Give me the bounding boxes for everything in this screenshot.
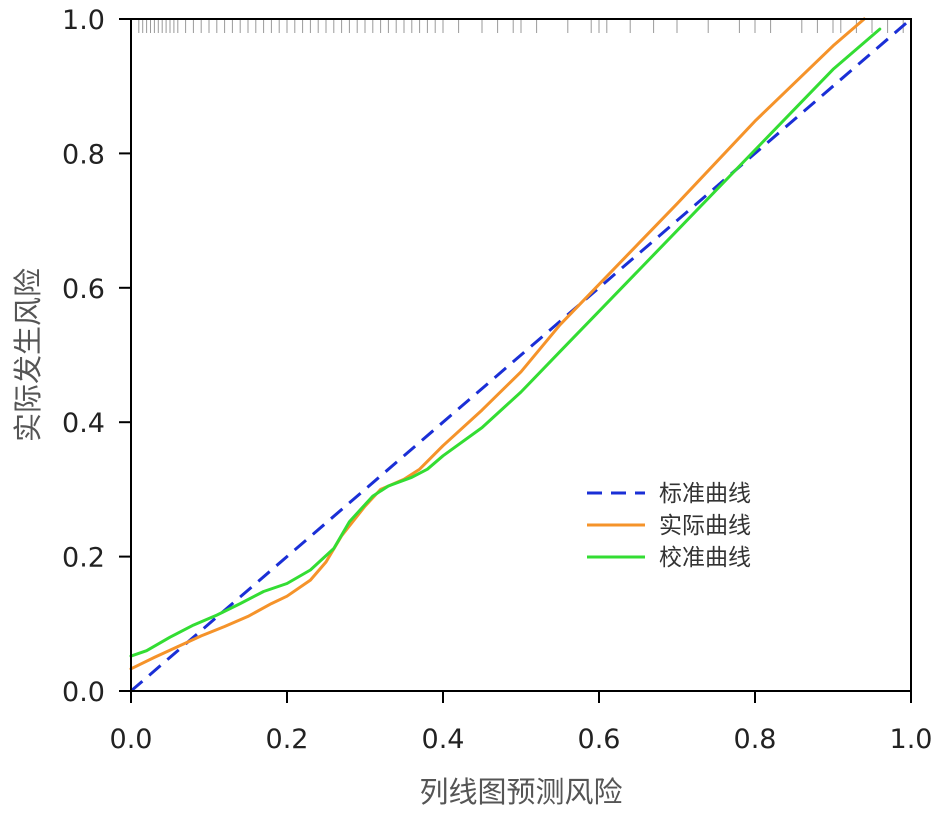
x-tick-label: 1.0	[890, 724, 933, 755]
x-axis-ticks: 0.0 0.2 0.4 0.6 0.8 1.0	[110, 691, 933, 755]
series-line-2	[129, 17, 866, 671]
y-tick-label: 0.2	[62, 543, 105, 574]
series-line-1	[130, 17, 912, 693]
y-tick-label: 1.0	[62, 5, 105, 36]
x-tick-label: 0.2	[266, 724, 309, 755]
y-tick-label: 0.8	[62, 139, 105, 170]
series-lines	[129, 17, 912, 693]
y-axis-ticks: 0.0 0.2 0.4 0.6 0.8 1.0	[62, 5, 131, 708]
y-tick-label: 0.4	[62, 408, 105, 439]
rug-ticks	[138, 19, 904, 33]
x-axis-title: 列线图预测风险	[419, 775, 622, 809]
legend-label-1: 标准曲线	[659, 481, 751, 507]
legend-label-2: 实际曲线	[659, 513, 751, 539]
plot-frame	[130, 18, 912, 692]
y-axis-title: 实际发生风险	[11, 268, 45, 442]
axes	[130, 18, 912, 692]
x-tick-label: 0.0	[110, 724, 153, 755]
series-line-3	[129, 27, 882, 658]
y-tick-label: 0.0	[62, 677, 105, 708]
legend-label-3: 校准曲线	[659, 545, 751, 571]
x-tick-label: 0.4	[422, 724, 465, 755]
x-tick-label: 0.8	[734, 724, 777, 755]
y-tick-label: 0.6	[62, 274, 105, 305]
x-tick-label: 0.6	[578, 724, 621, 755]
